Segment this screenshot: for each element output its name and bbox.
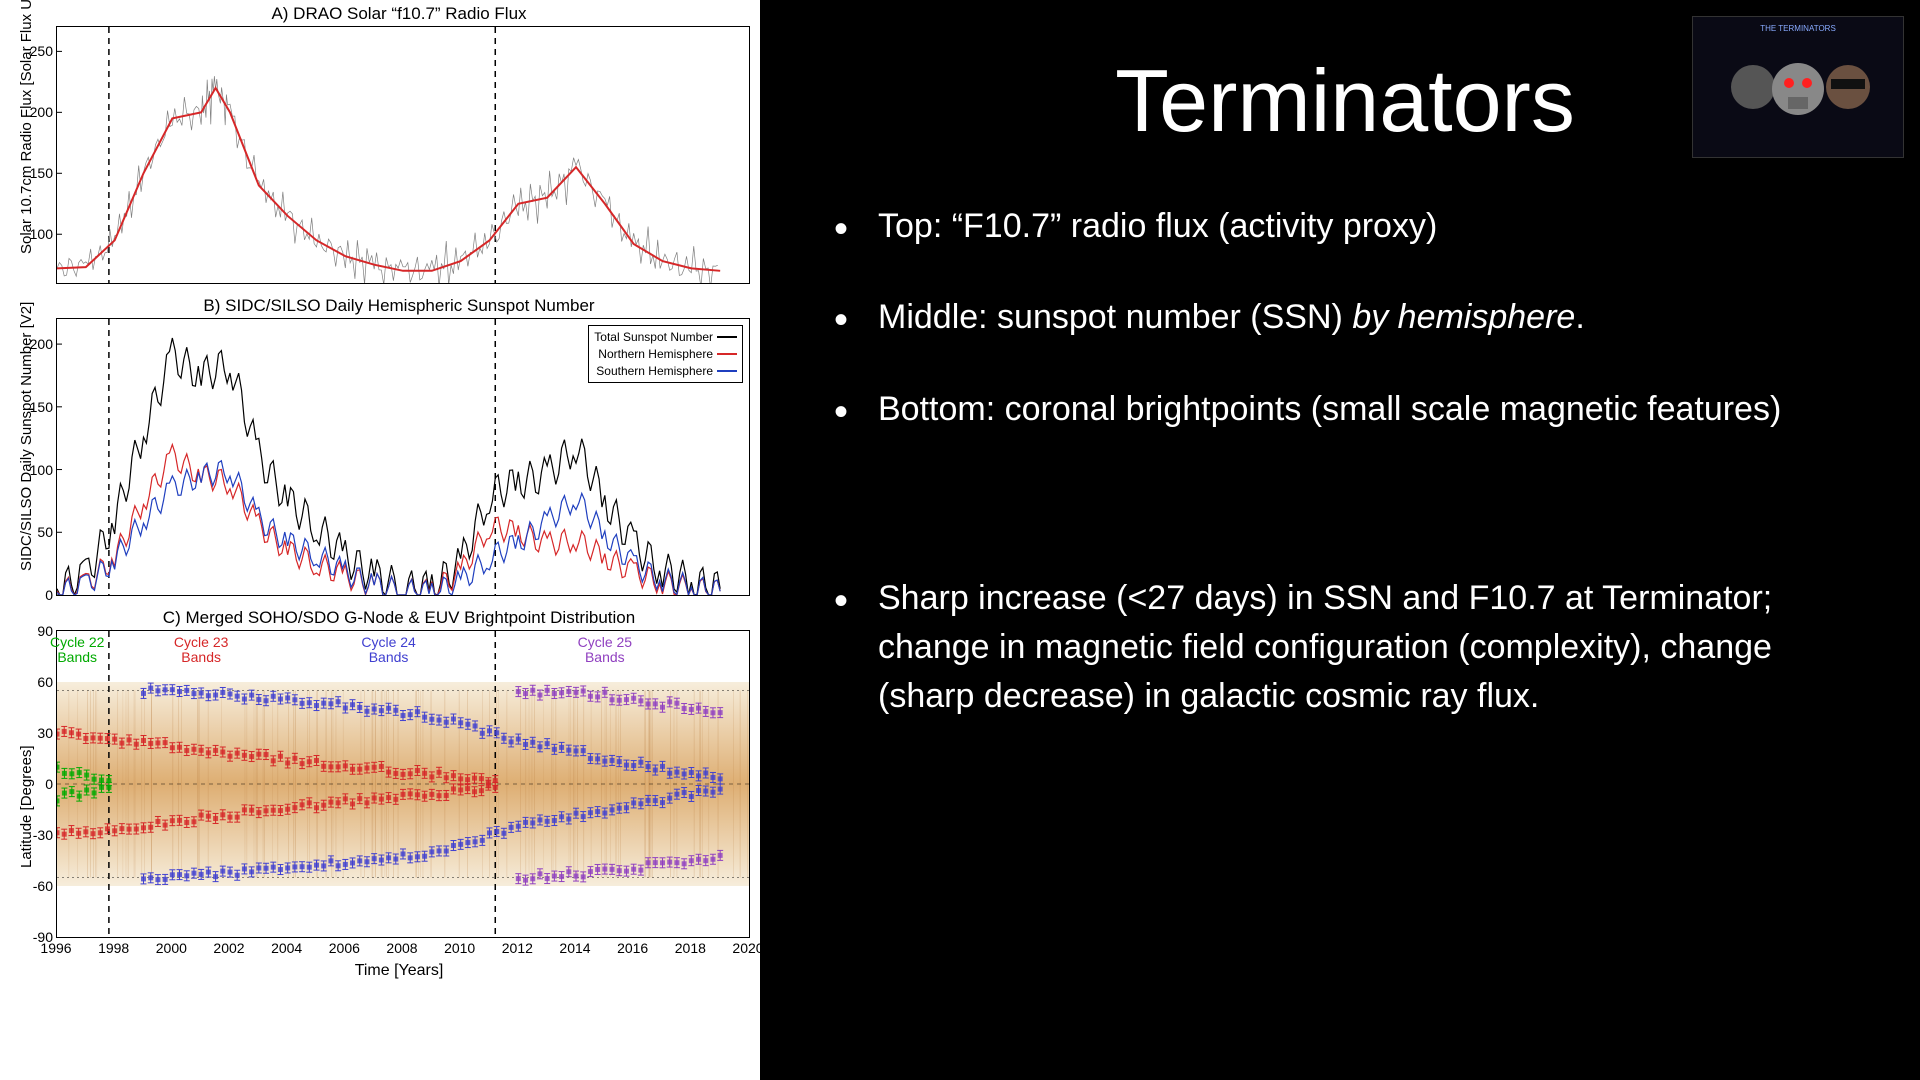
panel-b-frame: Total Sunspot NumberNorthern HemisphereS… <box>56 318 750 596</box>
panel-c-frame: Cycle 22BandsCycle 23BandsCycle 24BandsC… <box>56 630 750 938</box>
text-column: THE TERMINATORS Terminators Top: “F10.7”… <box>760 0 1920 1080</box>
panel-a-title: A) DRAO Solar “f10.7” Radio Flux <box>48 4 750 24</box>
terminator-thumbnail: THE TERMINATORS <box>1692 16 1904 158</box>
bullet-item: Middle: sunspot number (SSN) by hemisphe… <box>830 293 1860 342</box>
panel-c-ylabel: Latitude [Degrees] <box>18 745 35 868</box>
panel-a-ylabel: Solar 10.7cm Radio Flux [Solar Flux Unit… <box>18 0 35 254</box>
bullet-item: Sharp increase (<27 days) in SSN and F10… <box>830 574 1860 722</box>
panel-c: C) Merged SOHO/SDO G-Node & EUV Brightpo… <box>48 608 750 978</box>
bullet-item: Bottom: coronal brightpoints (small scal… <box>830 385 1860 434</box>
bullet-item: Top: “F10.7” radio flux (activity proxy) <box>830 202 1860 251</box>
panel-a-frame: 100150200250 <box>56 26 750 284</box>
panel-b-title: B) SIDC/SILSO Daily Hemispheric Sunspot … <box>48 296 750 316</box>
bullet-list: Top: “F10.7” radio flux (activity proxy)… <box>830 202 1860 722</box>
panel-b-legend: Total Sunspot NumberNorthern HemisphereS… <box>588 325 743 383</box>
panel-a: A) DRAO Solar “f10.7” Radio Flux Solar 1… <box>48 4 750 284</box>
panel-c-title: C) Merged SOHO/SDO G-Node & EUV Brightpo… <box>48 608 750 628</box>
x-axis-label: Time [Years] <box>355 962 444 980</box>
svg-text:THE TERMINATORS: THE TERMINATORS <box>1760 24 1836 33</box>
charts-column: A) DRAO Solar “f10.7” Radio Flux Solar 1… <box>0 0 760 1080</box>
panel-b: B) SIDC/SILSO Daily Hemispheric Sunspot … <box>48 296 750 596</box>
